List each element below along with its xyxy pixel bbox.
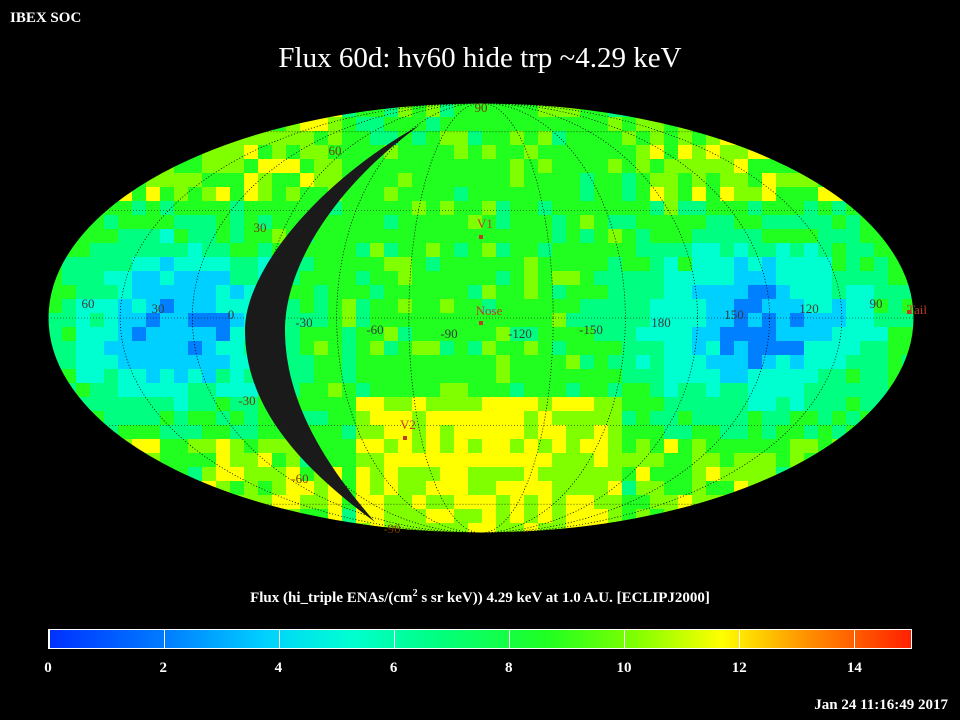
colorbar-tick xyxy=(393,630,395,648)
colorbar-tick-label: 14 xyxy=(846,660,862,676)
timestamp: Jan 24 11:16:49 2017 xyxy=(814,697,948,713)
map-grid xyxy=(48,103,914,533)
marker-tail xyxy=(907,310,911,314)
colorbar-title: Flux (hi_triple ENAs/(cm2 s sr keV)) 4.2… xyxy=(250,588,710,606)
lon-label: 60 xyxy=(82,296,95,311)
lon-label: -60 xyxy=(366,322,383,337)
colorbar xyxy=(48,629,912,649)
lat-label: 30 xyxy=(254,220,267,235)
marker-v2 xyxy=(403,436,407,440)
latitude-labels: 90 60 30 -30 -60 -90 xyxy=(238,100,487,536)
lon-label: -150 xyxy=(579,322,603,337)
lon-label: 180 xyxy=(651,315,671,330)
lat-label: 60 xyxy=(329,143,342,158)
longitude-labels: 60 30 0 -30 -60 -90 -120 -150 180 150 120 90 xyxy=(82,296,883,341)
colorbar-tick xyxy=(623,630,625,648)
colorbar-tick-label: 12 xyxy=(731,660,747,676)
lat-label: -60 xyxy=(291,471,308,486)
flux-pixels xyxy=(48,103,914,533)
lon-label: -90 xyxy=(440,326,457,341)
map-title: Flux 60d: hv60 hide trp ~4.29 keV xyxy=(278,42,682,74)
lon-label: 120 xyxy=(799,301,819,316)
colorbar-tick xyxy=(49,630,50,648)
colorbar-tick xyxy=(278,630,280,648)
colorbar-tick xyxy=(738,630,740,648)
lon-label: 90 xyxy=(870,296,883,311)
lat-label: 90 xyxy=(475,100,488,115)
colorbar-tick-label: 0 xyxy=(44,660,52,676)
map-border xyxy=(47,102,915,534)
colorbar-tick-label: 2 xyxy=(159,660,167,676)
marker-label-tail: Tail xyxy=(907,302,927,317)
map-markers: V1 Nose V2 Tail xyxy=(400,216,927,440)
marker-v1 xyxy=(479,235,483,239)
colorbar-tick xyxy=(508,630,510,648)
colorbar-tick xyxy=(853,630,855,648)
org-label: IBEX SOC xyxy=(10,10,82,26)
excluded-region xyxy=(245,125,420,522)
lat-label: -30 xyxy=(238,393,255,408)
marker-label-nose: Nose xyxy=(476,303,503,318)
marker-nose xyxy=(479,321,483,325)
marker-label-v2: V2 xyxy=(400,417,416,432)
marker-label-v1: V1 xyxy=(477,216,493,231)
lat-label: -90 xyxy=(383,521,400,536)
lon-label: 150 xyxy=(724,307,744,322)
colorbar-tick-label: 4 xyxy=(274,660,283,676)
colorbar-tick-label: 10 xyxy=(616,660,632,676)
colorbar-tick xyxy=(163,630,165,648)
colorbar-tick-label: 8 xyxy=(505,660,513,676)
lon-label: 30 xyxy=(152,301,165,316)
lon-label: -120 xyxy=(508,326,532,341)
lon-label: 0 xyxy=(228,307,235,322)
lon-label: -30 xyxy=(295,315,312,330)
colorbar-tick-label: 6 xyxy=(389,660,398,676)
